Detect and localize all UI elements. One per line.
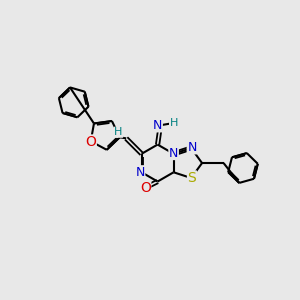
- Text: N: N: [135, 166, 145, 179]
- Text: O: O: [140, 181, 151, 195]
- Text: H: H: [169, 118, 178, 128]
- Text: N: N: [153, 119, 162, 132]
- Text: N: N: [187, 141, 196, 154]
- Text: N: N: [169, 146, 178, 160]
- Text: O: O: [85, 135, 96, 149]
- Text: H: H: [114, 127, 123, 137]
- Text: S: S: [188, 171, 196, 185]
